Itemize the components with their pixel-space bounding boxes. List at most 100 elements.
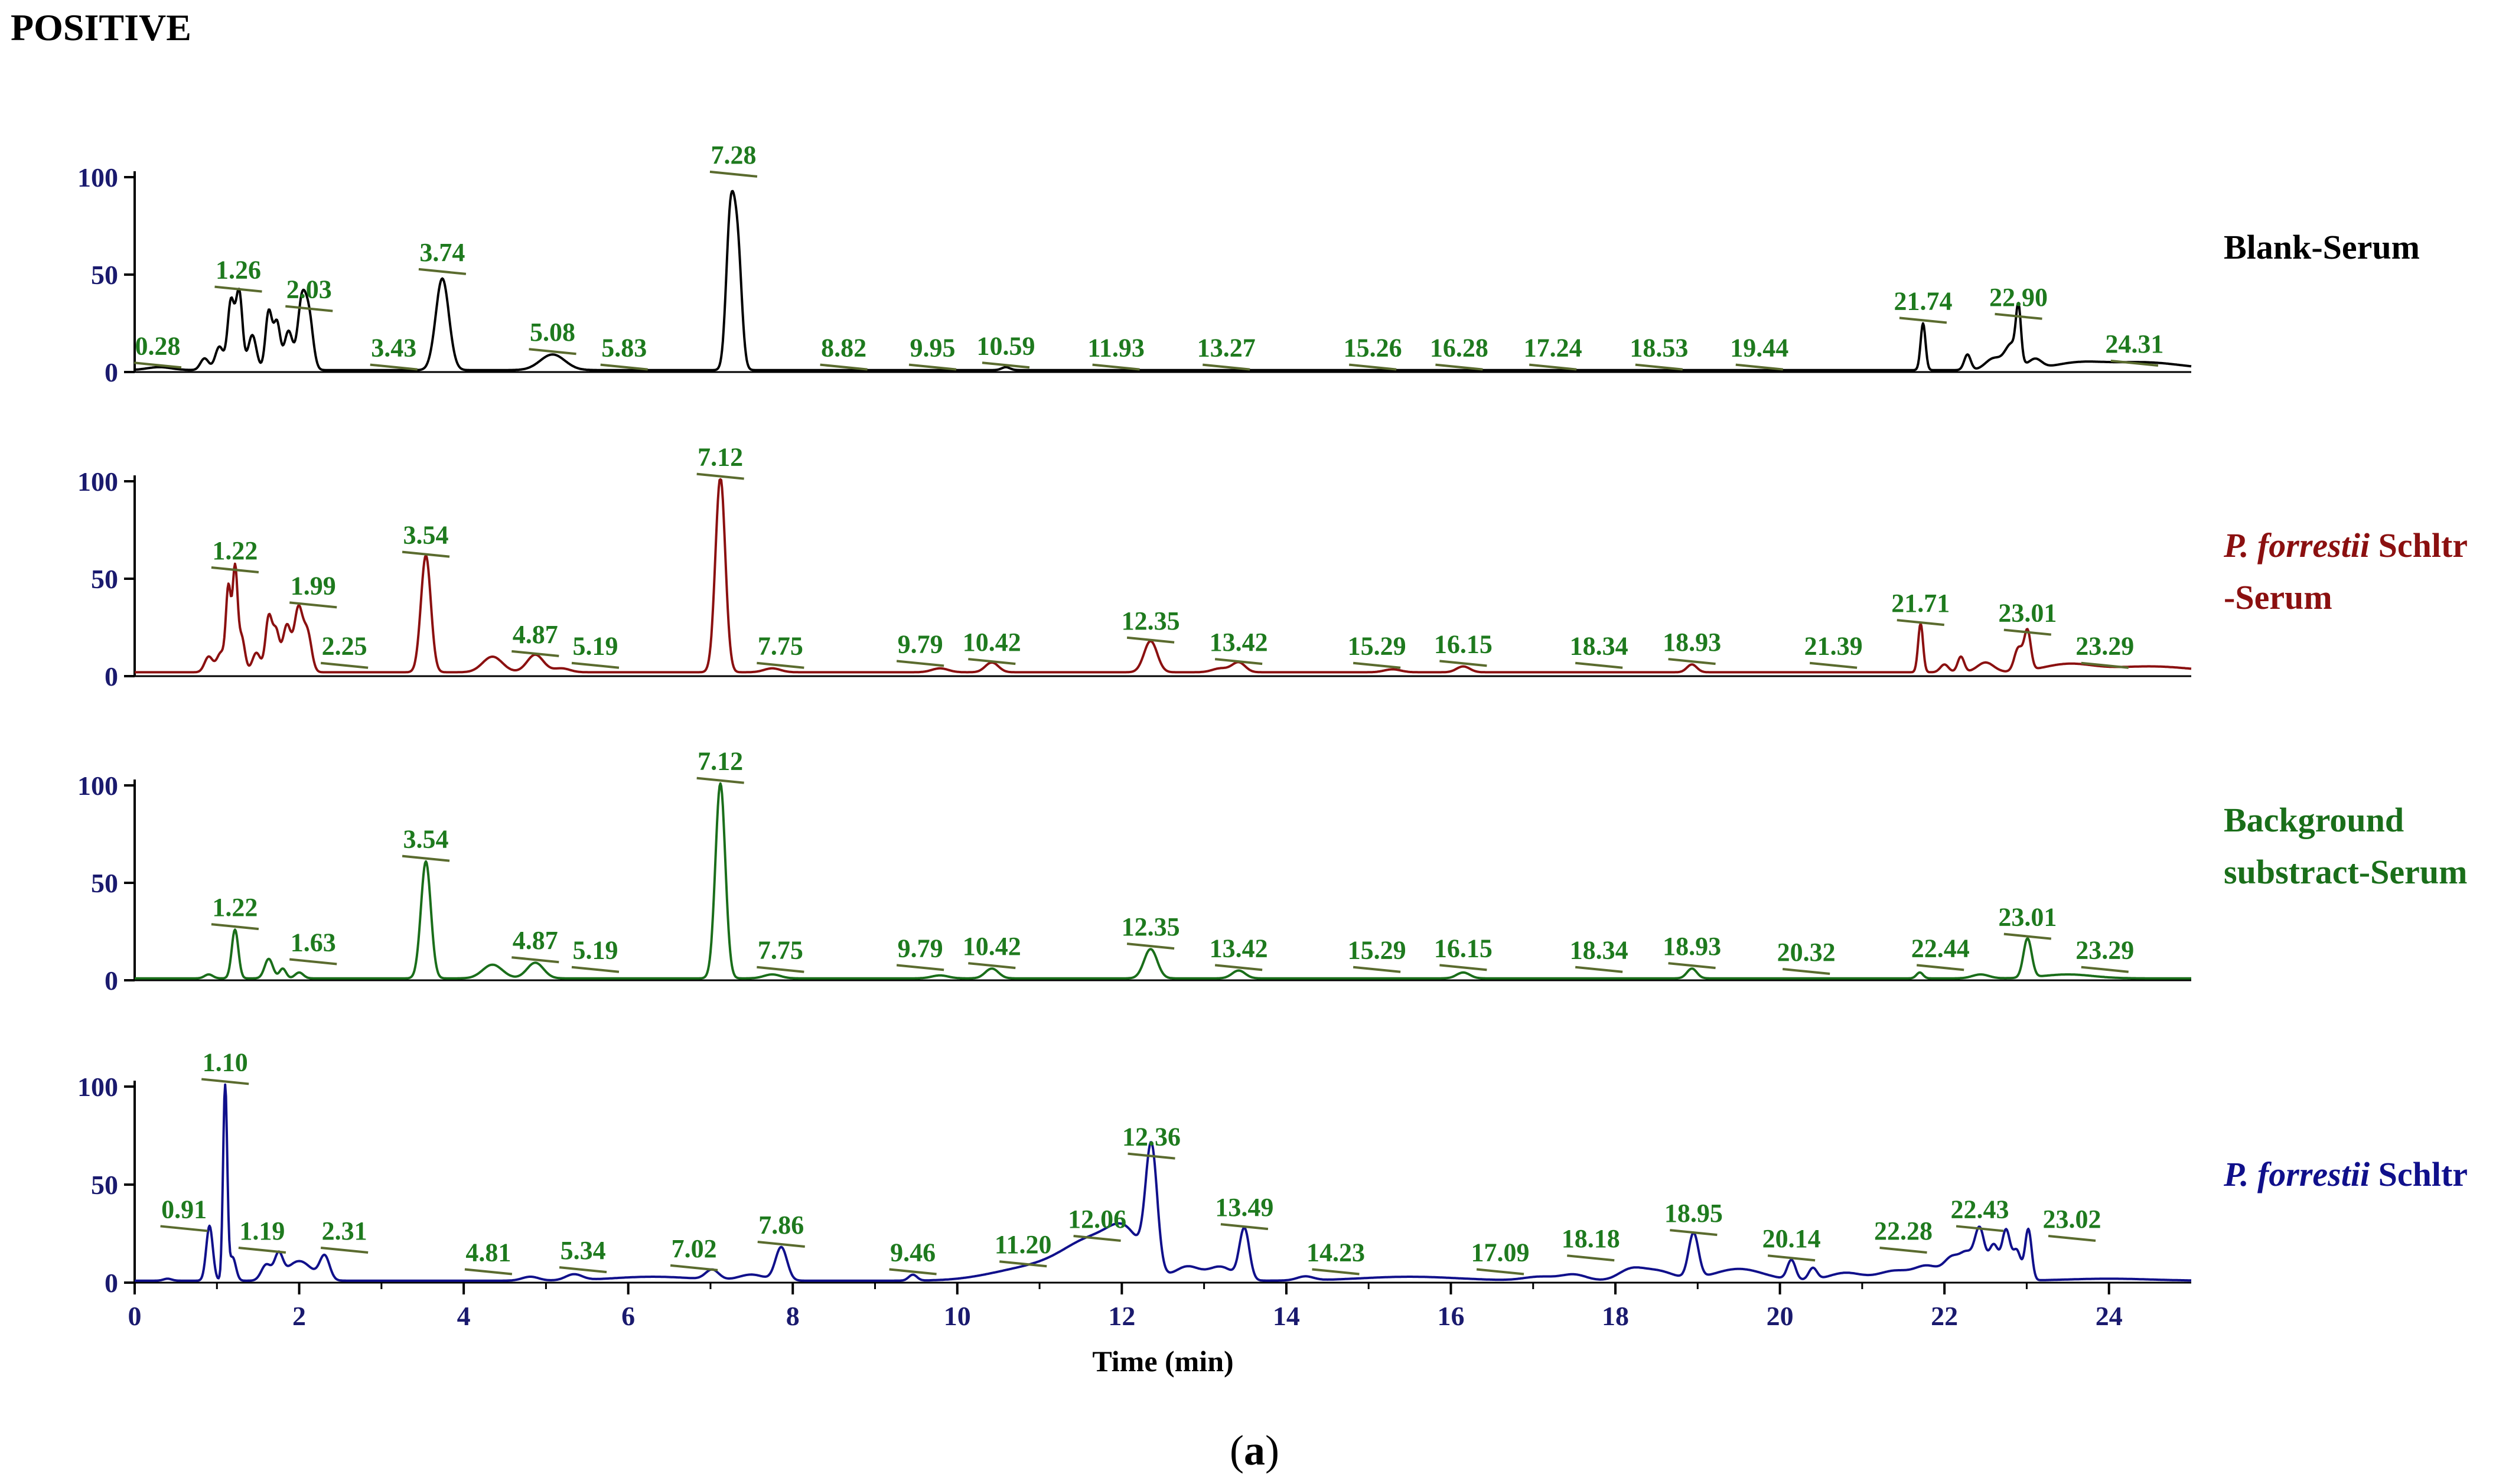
peak-label-blank-8: 8.82 xyxy=(821,334,866,363)
peak-leader-pf-serum-1 xyxy=(289,601,337,609)
trace-bg-serum xyxy=(134,782,2192,980)
peak-label-pf-5: 5.34 xyxy=(561,1236,606,1265)
peak-label-bg-serum-17: 23.01 xyxy=(1998,903,2057,932)
peak-leader-pf-12 xyxy=(1220,1223,1269,1231)
peak-leader-pf-3 xyxy=(320,1246,369,1254)
peak-leader-pf-6 xyxy=(670,1264,718,1271)
peak-leader-pf-11 xyxy=(1128,1152,1175,1160)
peak-label-pf-2: 1.19 xyxy=(239,1216,285,1245)
peak-label-pf-serum-4: 4.87 xyxy=(513,620,558,649)
peak-label-bg-serum-2: 3.54 xyxy=(403,825,449,854)
peak-leader-pf-serum-19 xyxy=(2081,661,2129,669)
legend-blank-serum-text: Blank-Serum xyxy=(2224,228,2420,266)
peak-label-pf-17: 20.14 xyxy=(1762,1224,1821,1253)
peak-leader-blank-0 xyxy=(133,361,182,369)
peak-label-bg-serum-7: 9.79 xyxy=(898,934,943,963)
peak-label-pf-serum-11: 13.42 xyxy=(1210,628,1268,657)
legend-pf-serum-suffix: -Serum xyxy=(2224,578,2332,617)
peak-label-blank-7: 7.28 xyxy=(711,141,756,169)
y-tick-label-pf-serum-50: 50 xyxy=(91,564,118,594)
peak-label-pf-11: 12.36 xyxy=(1122,1123,1181,1152)
peak-leader-bg-serum-10 xyxy=(1214,964,1263,971)
x-tick-label-24: 24 xyxy=(2096,1301,2123,1331)
peak-label-pf-15: 18.18 xyxy=(1562,1224,1620,1253)
peak-leader-pf-19 xyxy=(1956,1225,2004,1232)
peak-leader-blank-15 xyxy=(1529,363,1577,371)
figure-caption: (a) xyxy=(1230,1427,1279,1474)
caption-letter: a xyxy=(1244,1427,1265,1474)
peak-leader-pf-20 xyxy=(2048,1235,2096,1242)
peak-label-pf-serum-13: 16.15 xyxy=(1434,630,1493,658)
peak-label-bg-serum-10: 13.42 xyxy=(1210,934,1268,963)
peak-label-pf-serum-15: 18.93 xyxy=(1663,628,1721,657)
peak-leader-bg-serum-12 xyxy=(1439,964,1487,971)
figure-title: POSITIVE xyxy=(11,6,191,48)
peak-label-bg-serum-0: 1.22 xyxy=(212,893,258,922)
peak-label-bg-serum-14: 18.93 xyxy=(1663,932,1721,961)
peak-leader-bg-serum-8 xyxy=(968,962,1016,970)
peak-leader-blank-5 xyxy=(529,348,576,355)
peak-leader-bg-serum-9 xyxy=(1126,942,1175,950)
peak-label-pf-13: 14.23 xyxy=(1306,1238,1365,1267)
x-tick-label-12: 12 xyxy=(1108,1301,1135,1331)
peak-label-pf-serum-2: 2.25 xyxy=(322,632,367,661)
peak-label-pf-serum-16: 21.39 xyxy=(1804,632,1863,661)
y-tick-label-pf-0: 0 xyxy=(105,1268,118,1298)
peak-leader-pf-10 xyxy=(1073,1235,1121,1242)
peak-leader-pf-serum-11 xyxy=(1214,658,1263,666)
peak-leader-pf-18 xyxy=(1879,1246,1927,1254)
peak-label-pf-9: 11.20 xyxy=(995,1230,1052,1259)
trace-pf-serum xyxy=(134,478,2192,674)
peak-leader-bg-serum-0 xyxy=(211,923,259,931)
peak-leader-blank-3 xyxy=(370,363,418,371)
y-tick-label-blank-0: 0 xyxy=(105,357,118,387)
trace-pf xyxy=(134,1083,2192,1282)
peak-leader-pf-8 xyxy=(889,1268,937,1276)
peak-leader-bg-serum-16 xyxy=(1916,964,1964,971)
x-tick-label-22: 22 xyxy=(1931,1301,1958,1331)
legend-pf-serum-species: P. forrestii xyxy=(2224,526,2370,565)
peak-label-pf-20: 23.02 xyxy=(2043,1205,2101,1234)
peak-leader-bg-serum-2 xyxy=(402,854,450,862)
peak-label-pf-6: 7.02 xyxy=(672,1234,717,1263)
peak-leader-bg-serum-15 xyxy=(1782,968,1830,975)
peak-leader-blank-19 xyxy=(1995,312,2042,320)
trace-blank xyxy=(134,190,2192,371)
peak-leader-pf-serum-14 xyxy=(1575,661,1623,669)
legend-pf-serum-author: Schltr xyxy=(2370,526,2468,565)
peak-label-blank-20: 24.31 xyxy=(2105,330,2163,358)
y-tick-label-bg-serum-100: 100 xyxy=(77,771,118,801)
peak-label-bg-serum-12: 16.15 xyxy=(1434,934,1493,963)
peak-label-bg-serum-18: 23.29 xyxy=(2075,936,2134,965)
peak-label-bg-serum-16: 22.44 xyxy=(1911,934,1970,963)
peak-label-blank-12: 13.27 xyxy=(1197,334,1256,363)
peak-label-bg-serum-1: 1.63 xyxy=(291,928,336,957)
peak-label-pf-serum-3: 3.54 xyxy=(403,521,449,550)
peak-leader-bg-serum-14 xyxy=(1668,962,1716,970)
peak-leader-pf-15 xyxy=(1567,1254,1615,1262)
peak-label-blank-1: 1.26 xyxy=(216,256,261,285)
peak-leader-pf-serum-4 xyxy=(511,650,559,657)
peak-label-pf-19: 22.43 xyxy=(1951,1195,2009,1224)
peak-leader-bg-serum-4 xyxy=(571,966,620,973)
peak-label-pf-serum-14: 18.34 xyxy=(1570,632,1628,661)
peak-leader-pf-7 xyxy=(757,1241,805,1248)
legend-bg-serum-line1: Background xyxy=(2224,801,2404,839)
peak-label-pf-serum-7: 7.75 xyxy=(758,632,803,661)
peak-leader-pf-serum-16 xyxy=(1809,661,1858,669)
peak-leader-pf-serum-6 xyxy=(696,472,744,480)
peak-leader-blank-11 xyxy=(1092,363,1140,371)
peak-leader-blank-12 xyxy=(1203,363,1250,371)
y-tick-label-pf-serum-0: 0 xyxy=(105,661,118,692)
peak-label-blank-17: 19.44 xyxy=(1730,334,1788,363)
y-tick-label-blank-50: 50 xyxy=(91,260,118,290)
peak-leader-pf-serum-10 xyxy=(1126,636,1175,644)
peak-leader-pf-14 xyxy=(1476,1268,1524,1276)
x-tick-label-4: 4 xyxy=(457,1301,471,1331)
peak-label-pf-serum-1: 1.99 xyxy=(291,571,336,600)
peak-label-pf-3: 2.31 xyxy=(322,1216,367,1245)
peak-leader-pf-16 xyxy=(1670,1229,1718,1237)
peak-leader-blank-8 xyxy=(820,363,868,371)
peak-label-bg-serum-4: 5.19 xyxy=(572,936,618,965)
